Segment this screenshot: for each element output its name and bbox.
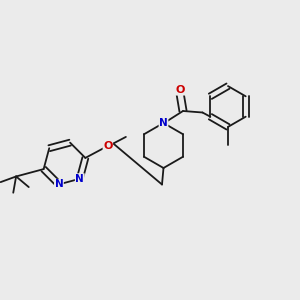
Text: O: O <box>175 85 185 95</box>
Text: O: O <box>103 141 112 151</box>
Text: N: N <box>159 118 168 128</box>
Text: N: N <box>55 179 63 189</box>
Text: N: N <box>75 174 84 184</box>
